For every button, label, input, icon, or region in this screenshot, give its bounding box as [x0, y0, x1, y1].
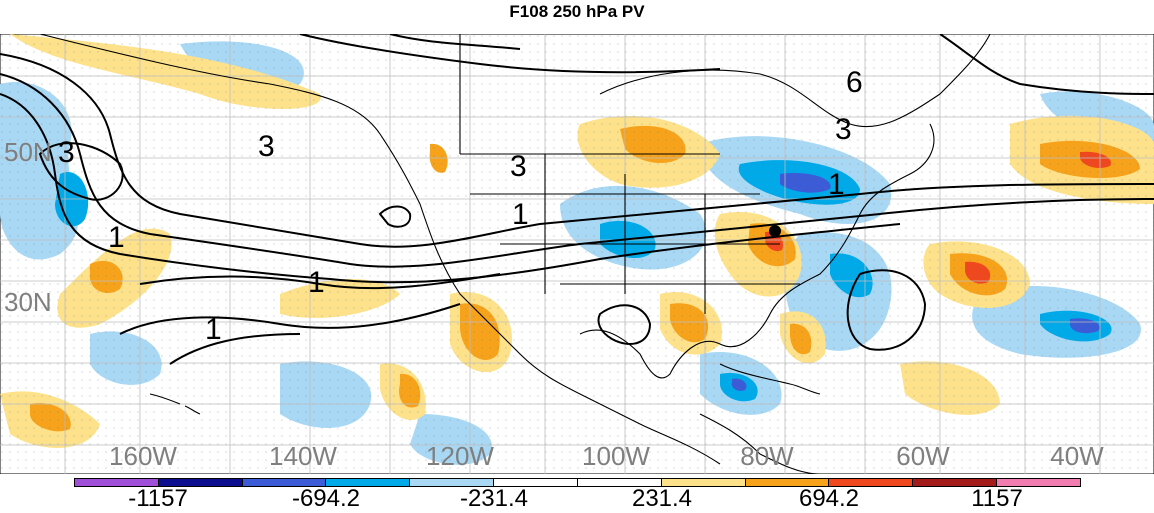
colorbar-swatch: [913, 479, 998, 486]
contour-label: 3: [510, 150, 527, 183]
colorbar-label: 694.2: [798, 485, 860, 512]
contour-label: 1: [308, 266, 325, 299]
contour-label: 3: [58, 136, 75, 169]
colorbar-label: -694.2: [291, 485, 361, 512]
lon-label-100w: 100W: [582, 441, 650, 471]
colorbar-swatch: [494, 479, 578, 486]
pv-colorbar: [74, 478, 1081, 487]
contour-label: 3: [258, 130, 275, 163]
colorbar-swatch: [158, 479, 243, 486]
lat-label-30n: 30N: [4, 287, 52, 317]
lon-label-140w: 140W: [269, 441, 337, 471]
colorbar-swatch: [75, 479, 159, 486]
lon-label-160w: 160W: [109, 441, 177, 471]
contour-label: 1: [828, 168, 845, 201]
contour-label: 3: [835, 113, 852, 146]
map-title: F108 250 hPa PV: [509, 2, 645, 21]
colorbar-swatch: [661, 479, 746, 486]
colorbar-swatch: [577, 479, 662, 486]
pv-map-canvas: 3 3 3 3 1 1 1 1 1 6: [0, 33, 1154, 475]
weather-map: 3 3 3 3 1 1 1 1 1 6: [0, 33, 1154, 475]
lon-label-80w: 80W: [740, 441, 794, 471]
colorbar-swatch: [410, 479, 495, 486]
colorbar-swatch: [326, 479, 411, 486]
colorbar-label: 1157: [971, 485, 1023, 512]
contour-label: 1: [205, 313, 222, 346]
colorbar-swatch: [242, 479, 327, 486]
lon-label-120w: 120W: [426, 441, 494, 471]
colorbar-label: -1157: [128, 485, 188, 512]
colorbar-swatch: [829, 479, 914, 486]
pv-contours: [0, 34, 1154, 365]
contour-label: 1: [108, 221, 125, 254]
lat-label-50n: 50N: [4, 137, 52, 167]
coastlines: [39, 34, 991, 474]
lon-label-60w: 60W: [896, 441, 950, 471]
lon-label-40w: 40W: [1050, 441, 1104, 471]
contour-label: 6: [846, 66, 863, 99]
colorbar-swatch: [745, 479, 830, 486]
colorbar-label: 231.4: [631, 485, 693, 512]
colorbar-label: -231.4: [459, 485, 529, 512]
station-marker: [769, 225, 781, 237]
contour-label: 1: [512, 198, 529, 231]
colorbar-swatch: [997, 479, 1080, 486]
